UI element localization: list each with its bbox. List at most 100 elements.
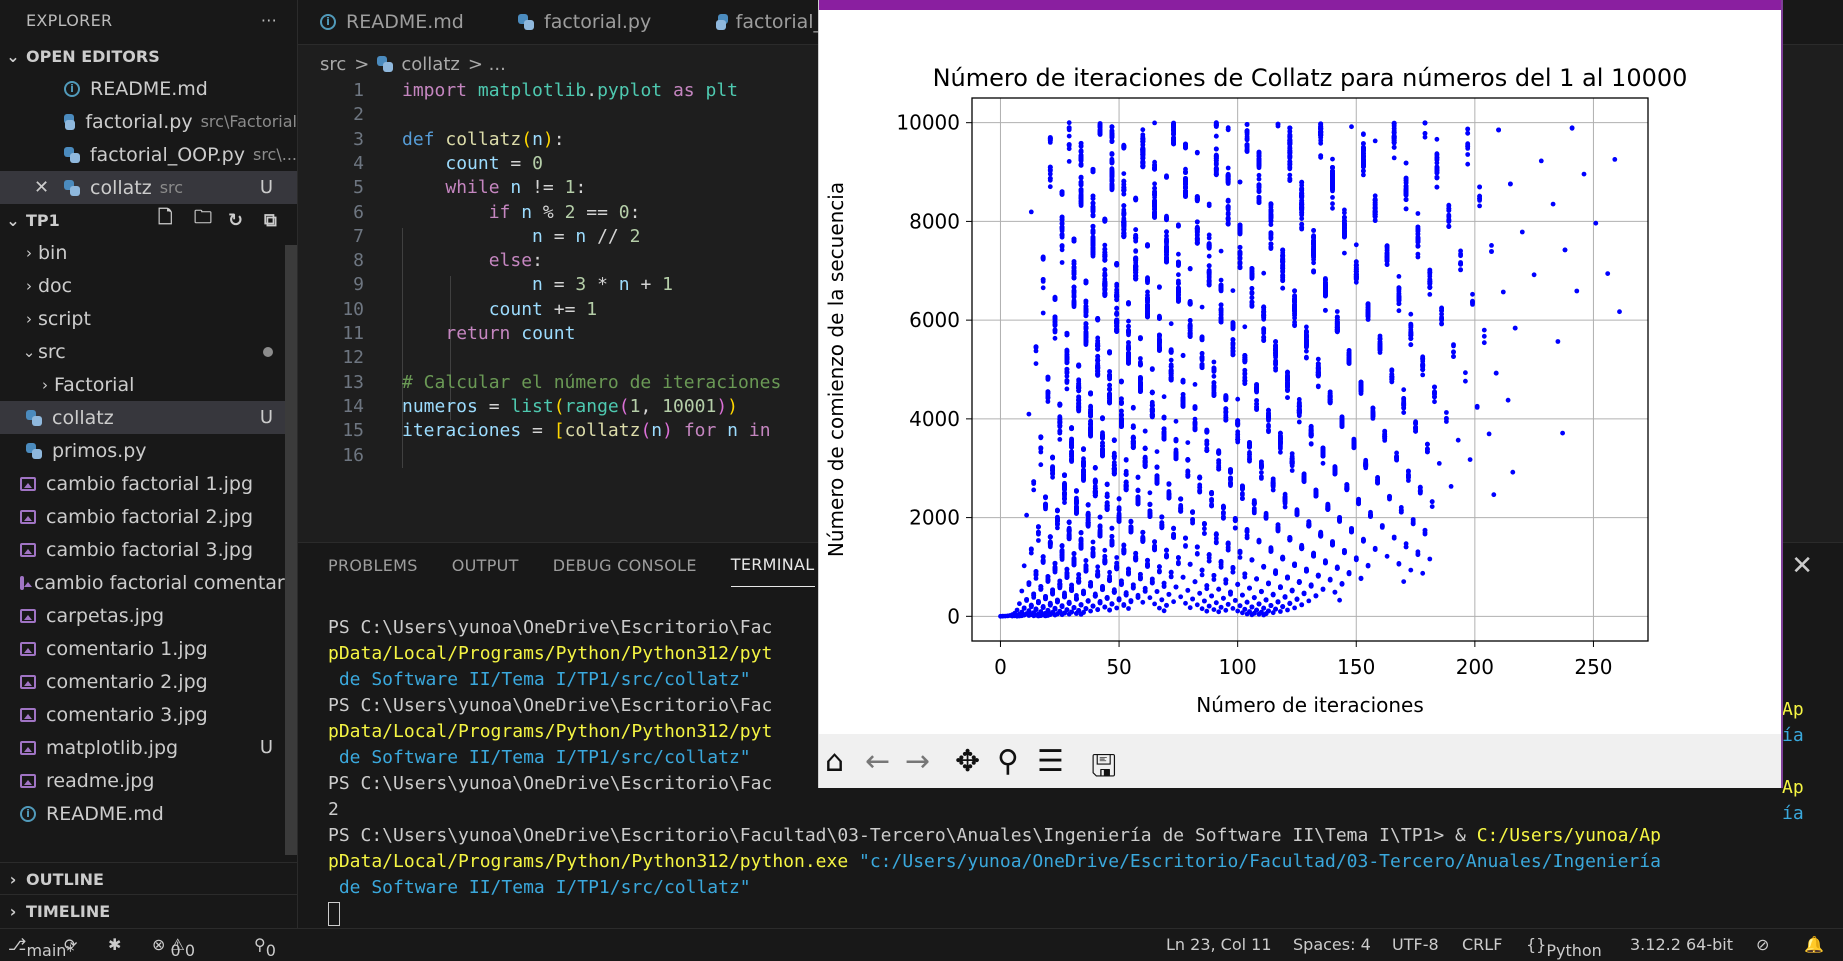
file-tree-item[interactable]: ›doc [0, 269, 297, 302]
scatter-point [1050, 455, 1055, 460]
scatter-point [1069, 425, 1074, 430]
indent-setting[interactable]: Spaces: 4 [1293, 935, 1371, 954]
scatter-point [1140, 600, 1145, 605]
scatter-point [1093, 592, 1098, 597]
file-tree-item[interactable]: primos.py [0, 434, 297, 467]
scatter-point [1231, 606, 1236, 611]
file-tree-item[interactable]: cambio factorial 2.jpg [0, 500, 297, 533]
scatter-point [1259, 610, 1264, 615]
language-mode[interactable]: {} Python [1526, 935, 1546, 954]
scatter-point [1176, 560, 1181, 565]
close-icon[interactable]: ✕ [34, 177, 49, 198]
scatter-point [1242, 607, 1247, 612]
panel-tab-problems[interactable]: PROBLEMS [328, 543, 418, 587]
scatter-point [1373, 546, 1378, 551]
project-label: TP1 [26, 211, 60, 230]
encoding[interactable]: UTF-8 [1392, 935, 1439, 954]
scatter-point [1271, 592, 1276, 597]
sidebar-scrollbar[interactable] [285, 245, 297, 855]
bell-icon[interactable]: 🔔 [1804, 935, 1824, 954]
file-tree-item[interactable]: readme.jpg [0, 764, 297, 797]
scatter-point [1060, 603, 1065, 608]
outline-section[interactable]: › OUTLINE [0, 862, 297, 895]
file-tree-item[interactable]: ›Factorial [0, 368, 297, 401]
project-section[interactable]: ⌄ TP1 🗋 🗀 ↻ ⧉ [0, 204, 297, 236]
scatter-point [1107, 570, 1112, 575]
file-tree-item[interactable]: comentario 1.jpg [0, 632, 297, 665]
file-name: README.md [46, 803, 164, 825]
scatter-point [1278, 431, 1283, 436]
scatter-point [1444, 416, 1449, 421]
scatter-point [1067, 600, 1072, 605]
file-tree-item[interactable]: ›script [0, 302, 297, 335]
scatter-point [1148, 595, 1153, 600]
scatter-point [1280, 604, 1285, 609]
scatter-point [1264, 597, 1269, 602]
collapse-all-icon[interactable]: ⧉ [264, 210, 277, 231]
cursor-position[interactable]: Ln 23, Col 11 [1166, 935, 1272, 954]
timeline-section[interactable]: › TIMELINE [0, 894, 297, 927]
line-number: 9 [298, 274, 364, 295]
scatter-point [1257, 538, 1262, 543]
new-file-icon[interactable]: 🗋 [158, 205, 172, 235]
scatter-point [1299, 543, 1304, 548]
new-folder-icon[interactable]: 🗀 [194, 205, 212, 235]
scatter-point [1162, 608, 1167, 613]
scatter-point [1425, 447, 1430, 452]
copilot-icon[interactable]: ⊘ [1756, 935, 1769, 954]
scatter-point [1254, 608, 1259, 613]
panel-tab-terminal[interactable]: TERMINAL [731, 543, 815, 587]
line-ending[interactable]: CRLF [1462, 935, 1502, 954]
scatter-point [1254, 382, 1259, 387]
open-editors-section[interactable]: ⌄ OPEN EDITORS [0, 40, 297, 72]
image-file-icon [20, 774, 36, 788]
python-interpreter[interactable]: 3.12.2 64-bit [1630, 935, 1733, 954]
problems-indicator[interactable]: ⊗ 0 ⚠ 0 [152, 935, 185, 954]
scatter-point [1119, 379, 1124, 384]
close-panel-icon[interactable]: ✕ [1791, 551, 1813, 581]
file-tree-item[interactable]: ⌄src [0, 335, 297, 368]
scatter-point [1046, 389, 1051, 394]
scatter-point [1468, 457, 1473, 462]
scatter-point [1183, 536, 1188, 541]
breadcrumb-folder[interactable]: src [320, 54, 346, 75]
scatter-point [1072, 551, 1077, 556]
breadcrumb-symbol[interactable]: > ... [468, 54, 506, 75]
scatter-point [1084, 563, 1089, 568]
scatter-point [1038, 434, 1043, 439]
bug-icon[interactable]: ✱ [108, 935, 121, 954]
breadcrumb-file[interactable]: collatz [401, 54, 459, 75]
file-tree-item[interactable]: ›bin [0, 236, 297, 269]
branch-indicator[interactable]: ⎇ main* [8, 935, 26, 954]
scatter-point [1292, 606, 1297, 611]
file-tree-item[interactable]: carpetas.jpg [0, 599, 297, 632]
explorer-more-button[interactable]: ··· [261, 11, 277, 30]
scatter-point [1193, 404, 1198, 409]
file-tree-item[interactable]: cambio factorial 1.jpg [0, 467, 297, 500]
scatter-point [1081, 446, 1086, 451]
scatter-point [1148, 502, 1153, 507]
file-tree-item[interactable]: cambio factorial 3.jpg [0, 533, 297, 566]
scatter-point [1136, 475, 1141, 480]
tab-factorial[interactable]: factorial.py [496, 0, 697, 44]
ports-indicator[interactable]: ⚲ 0 [254, 935, 266, 954]
panel-tab-output[interactable]: OUTPUT [452, 543, 519, 587]
refresh-icon[interactable]: ↻ [228, 210, 243, 231]
scatter-point [1131, 423, 1136, 428]
scatter-point [1252, 498, 1257, 503]
file-tree-item[interactable]: comentario 3.jpg [0, 698, 297, 731]
file-tree-item[interactable]: comentario 2.jpg [0, 665, 297, 698]
file-tree-item[interactable]: cambio factorial comentari... [0, 566, 297, 599]
scatter-point [1261, 606, 1266, 611]
scatter-point [1107, 392, 1112, 397]
panel-tab-debug-console[interactable]: DEBUG CONSOLE [553, 543, 697, 587]
sync-icon[interactable]: ⟳ [64, 935, 77, 954]
scatter-point [1385, 554, 1390, 559]
